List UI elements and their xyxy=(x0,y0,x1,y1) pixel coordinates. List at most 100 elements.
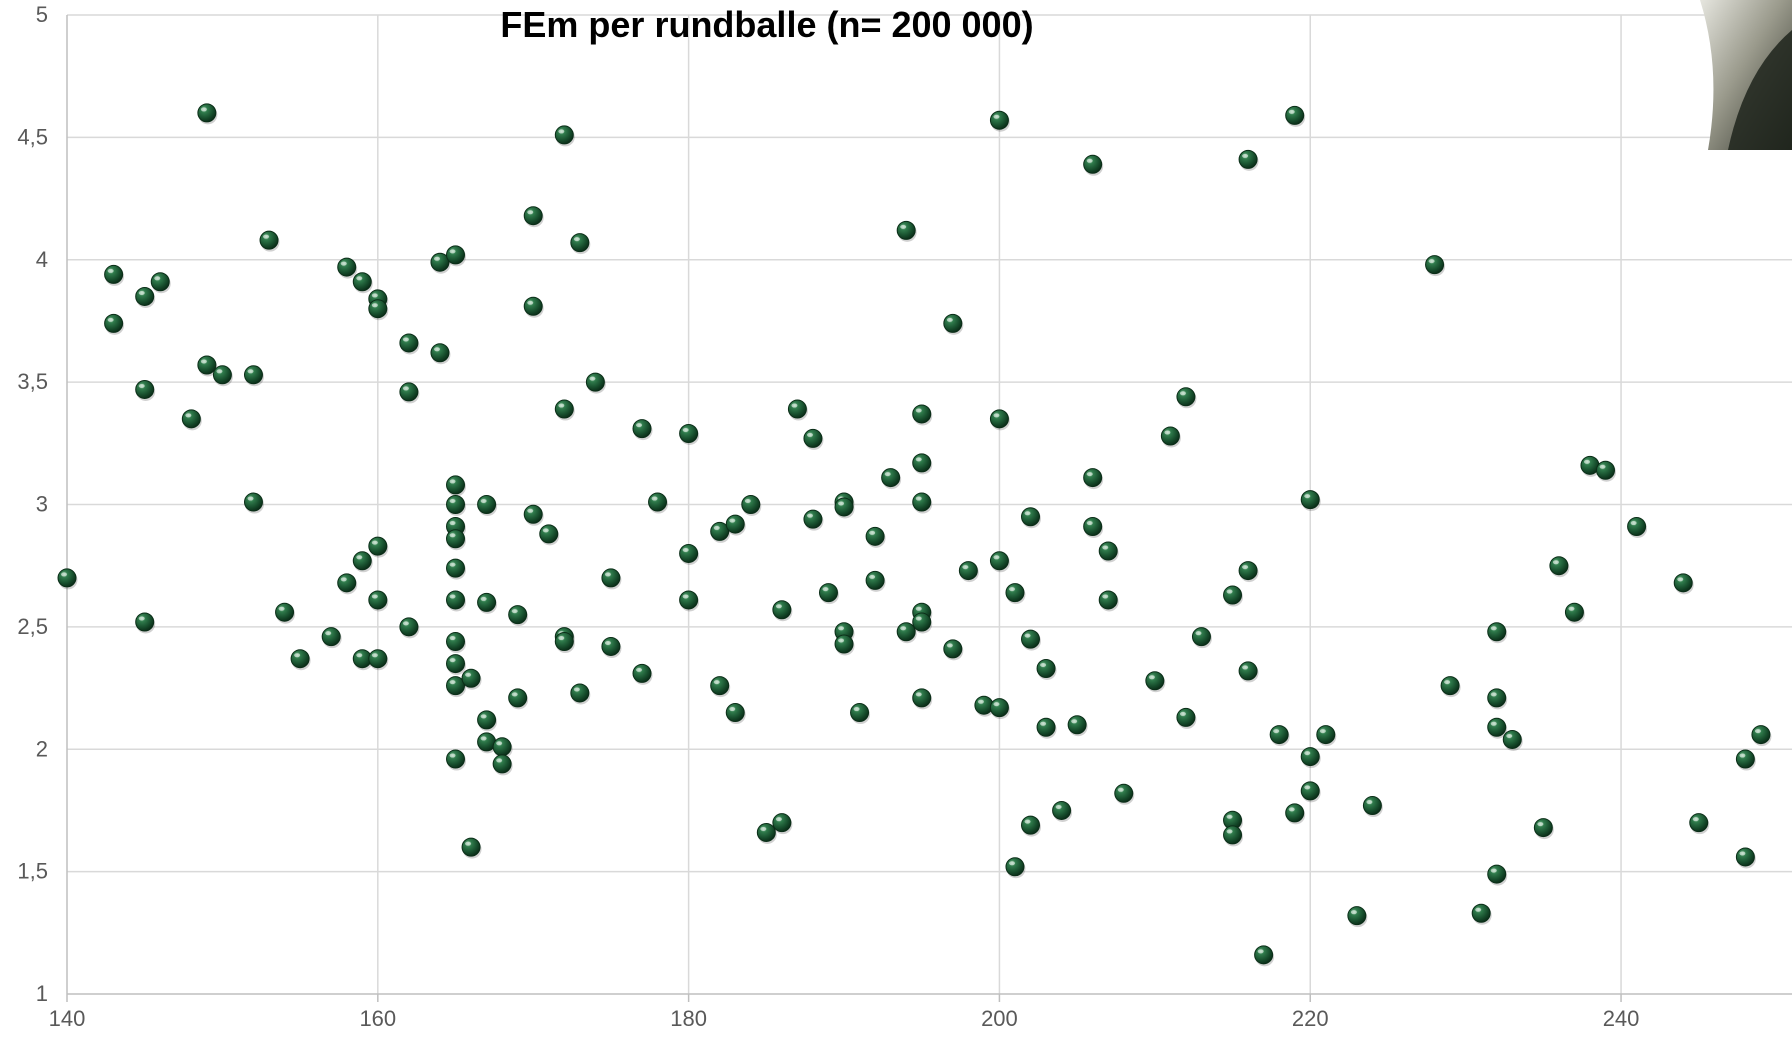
data-point xyxy=(399,333,420,355)
data-point xyxy=(881,468,902,490)
data-point xyxy=(446,632,467,654)
data-point xyxy=(1347,906,1368,928)
x-tick-label: 220 xyxy=(1292,1006,1329,1031)
data-point xyxy=(523,504,544,526)
y-tick-label: 2,5 xyxy=(17,614,48,639)
data-point xyxy=(1471,903,1492,925)
data-point xyxy=(1533,818,1554,840)
data-point xyxy=(803,428,824,450)
data-point xyxy=(1300,781,1321,803)
data-point xyxy=(1223,585,1244,607)
data-point xyxy=(725,514,746,536)
y-tick-label: 1 xyxy=(36,981,48,1006)
data-point xyxy=(1191,627,1212,649)
data-point xyxy=(710,676,731,698)
data-point xyxy=(104,313,125,335)
data-point xyxy=(1036,717,1057,739)
data-point xyxy=(1549,556,1570,578)
data-point xyxy=(197,103,218,125)
data-point xyxy=(803,509,824,531)
data-point xyxy=(912,404,933,426)
data-point xyxy=(1735,847,1756,869)
data-point xyxy=(1580,455,1601,477)
data-point xyxy=(834,634,855,656)
data-point xyxy=(368,536,389,558)
data-point xyxy=(834,497,855,519)
data-point xyxy=(741,495,762,516)
data-point xyxy=(601,568,622,590)
data-point xyxy=(1145,671,1166,693)
data-point xyxy=(1036,658,1057,680)
data-point xyxy=(197,355,218,377)
data-point xyxy=(1254,945,1275,967)
data-point xyxy=(1751,725,1772,747)
data-point xyxy=(1316,725,1337,747)
data-point xyxy=(1269,725,1290,747)
data-point xyxy=(648,492,669,514)
x-tick-label: 140 xyxy=(49,1006,86,1031)
data-point xyxy=(57,568,78,590)
data-point xyxy=(554,399,575,421)
data-point xyxy=(943,313,964,335)
data-point xyxy=(912,612,933,634)
data-point xyxy=(477,732,498,754)
data-point xyxy=(1083,517,1104,539)
data-point xyxy=(1627,517,1648,539)
data-point xyxy=(632,419,653,441)
data-point xyxy=(243,492,264,514)
data-point xyxy=(601,636,622,658)
data-point xyxy=(1487,864,1508,886)
x-tick-label: 160 xyxy=(359,1006,396,1031)
corner-photo xyxy=(1700,0,1792,150)
data-point xyxy=(1285,105,1306,127)
y-tick-label: 2 xyxy=(36,736,48,761)
data-point xyxy=(461,837,482,859)
data-point xyxy=(1005,583,1026,605)
data-point xyxy=(446,529,467,551)
data-point xyxy=(554,632,575,654)
data-point xyxy=(492,754,513,776)
data-point xyxy=(1238,661,1259,683)
data-point xyxy=(989,698,1010,720)
data-point xyxy=(710,521,731,543)
data-point xyxy=(243,365,264,387)
data-point xyxy=(508,605,529,627)
y-tick-label: 5 xyxy=(36,2,48,27)
data-point xyxy=(181,409,202,431)
data-point xyxy=(1005,857,1026,879)
data-point xyxy=(446,654,467,676)
grid-lines xyxy=(67,14,1792,994)
data-point xyxy=(1564,602,1585,624)
data-point xyxy=(943,639,964,661)
data-point xyxy=(1689,813,1710,835)
data-point xyxy=(787,399,808,421)
data-point xyxy=(399,617,420,639)
data-point xyxy=(477,592,498,614)
data-point xyxy=(756,822,777,844)
data-point xyxy=(135,379,156,401)
data-point xyxy=(446,475,467,497)
data-point xyxy=(989,551,1010,573)
data-point xyxy=(912,688,933,710)
data-point xyxy=(430,252,451,274)
data-point xyxy=(772,600,793,622)
tick-labels: 1 1,5 2 2,5 3 3,5 4 4,5 5 140 160 180 200 220 240 xyxy=(17,2,1639,1031)
data-point xyxy=(958,561,979,583)
data-point xyxy=(1487,717,1508,739)
data-point xyxy=(539,524,560,546)
data-point xyxy=(1285,803,1306,825)
data-point xyxy=(1083,468,1104,490)
data-point xyxy=(321,627,342,649)
data-point xyxy=(632,663,653,685)
data-point xyxy=(368,590,389,612)
data-point xyxy=(1067,715,1088,737)
data-point xyxy=(1098,541,1119,563)
data-point xyxy=(912,453,933,475)
data-point xyxy=(1176,707,1197,729)
data-point xyxy=(679,543,700,565)
data-point xyxy=(1176,387,1197,409)
data-point xyxy=(1021,507,1042,529)
data-point xyxy=(212,365,233,387)
data-point xyxy=(554,125,575,147)
